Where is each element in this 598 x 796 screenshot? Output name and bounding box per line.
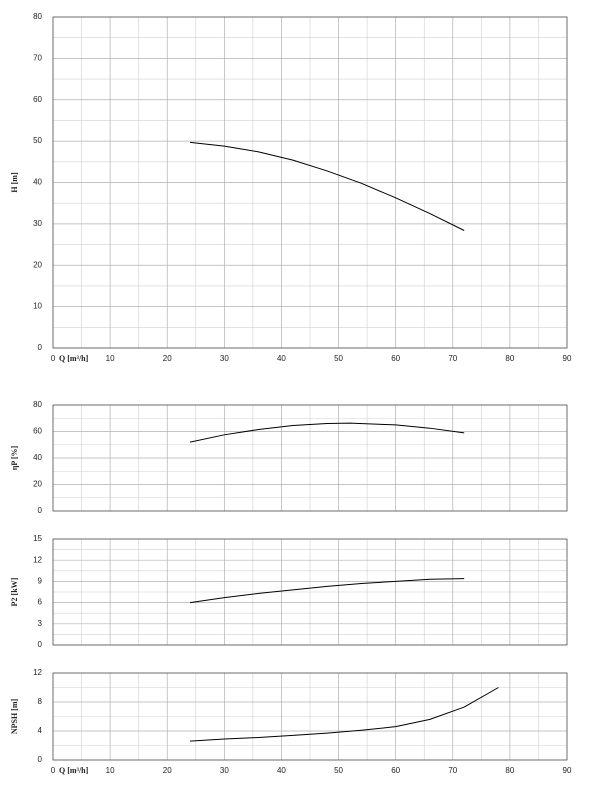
x-tick-label: 90 [563,354,572,363]
y-tick-label: 8 [38,697,43,706]
x-tick-label: 30 [220,766,229,775]
x-tick-label: 10 [106,766,115,775]
y-tick-label: 80 [33,400,42,409]
y-tick-label: 30 [33,219,42,228]
x-axis-label: Q [m³/h] [59,766,89,775]
x-tick-label: 50 [334,766,343,775]
y-axis-label: H [m] [10,172,19,193]
y-axis-label: P2 [kW] [10,577,19,606]
x-tick-label: 20 [163,766,172,775]
y-tick-label: 6 [38,598,43,607]
x-tick-label: 0 [51,354,56,363]
x-tick-label: 60 [391,766,400,775]
x-tick-label: 80 [505,354,514,363]
y-tick-label: 50 [33,136,42,145]
y-tick-label: 15 [33,534,42,543]
x-tick-label: 20 [163,354,172,363]
curve [190,141,465,231]
x-tick-label: 40 [277,766,286,775]
x-axis-label: Q [m³/h] [59,354,89,363]
y-tick-label: 4 [38,726,43,735]
y-tick-label: 12 [33,668,42,677]
x-tick-label: 40 [277,354,286,363]
y-tick-label: 20 [33,260,42,269]
y-tick-label: 60 [33,95,42,104]
y-axis-label: NPSH [m] [10,699,19,735]
x-tick-label: 10 [106,354,115,363]
y-tick-label: 60 [33,427,42,436]
plot-frame [52,538,568,646]
y-tick-label: 0 [38,343,43,352]
curve [189,578,465,604]
y-tick-label: 20 [33,480,42,489]
y-tick-label: 0 [38,506,43,515]
x-tick-label: 30 [220,354,229,363]
x-tick-label: 80 [505,766,514,775]
x-tick-label: 60 [391,354,400,363]
plot-frame [52,16,568,349]
curve [190,687,499,742]
x-tick-label: 70 [448,766,457,775]
x-tick-label: 70 [448,354,457,363]
y-tick-label: 9 [38,577,43,586]
curve [189,422,465,443]
y-tick-label: 70 [33,53,42,62]
y-tick-label: 12 [33,555,42,564]
x-tick-label: 90 [563,766,572,775]
y-tick-label: 0 [38,640,43,649]
y-tick-label: 3 [38,619,43,628]
y-tick-label: 0 [38,755,43,764]
y-tick-label: 80 [33,12,42,21]
y-axis-label: ηP [%] [10,446,19,471]
x-tick-label: 50 [334,354,343,363]
y-tick-label: 40 [33,453,42,462]
plot-frame [52,672,568,761]
plot-frame [52,404,568,512]
x-tick-label: 0 [51,766,56,775]
y-tick-label: 40 [33,178,42,187]
y-tick-label: 10 [33,302,42,311]
